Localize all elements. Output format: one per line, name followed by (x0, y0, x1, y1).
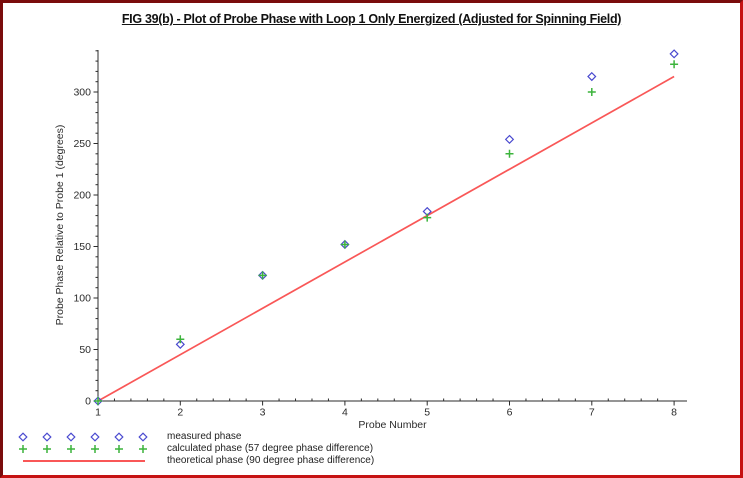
calculated-point (176, 335, 185, 344)
calculated-point (670, 60, 679, 69)
legend-plus-swatch (19, 445, 27, 453)
x-tick-label: 4 (342, 407, 348, 419)
legend-swatch-calculated (19, 445, 147, 453)
legend-diamond-swatch (66, 432, 76, 442)
y-axis-label: Probe Phase Relative to Probe 1 (degrees… (54, 124, 66, 326)
x-tick-label: 3 (260, 407, 266, 419)
legend-swatch-theoretical (23, 460, 145, 462)
y-tick-label: 50 (79, 344, 91, 356)
chart-title: FIG 39(b) - Plot of Probe Phase with Loo… (121, 12, 622, 26)
legend-plus-swatch (115, 445, 123, 453)
calculated-point (340, 240, 349, 249)
legend: measured phase calculated phase (57 degr… (14, 431, 374, 467)
legend-diamond-swatch (90, 432, 100, 442)
legend-label-theoretical: theoretical phase (90 degree phase diffe… (167, 455, 375, 466)
legend-row-calculated: calculated phase (57 degree phase differ… (14, 443, 374, 455)
y-tick-label: 150 (73, 241, 91, 253)
legend-diamond-swatch (114, 432, 124, 442)
calculated-point (258, 271, 267, 280)
theoretical-phase-line (97, 75, 675, 402)
calculated-point (94, 397, 102, 405)
measured-point (175, 339, 185, 349)
legend-diamond-swatch (18, 432, 28, 442)
legend-diamond-swatch (42, 432, 52, 442)
x-tick-label: 5 (424, 407, 430, 419)
calculated-point (505, 149, 514, 158)
x-tick-label: 2 (177, 407, 183, 419)
legend-label-calculated: calculated phase (57 degree phase differ… (167, 443, 374, 454)
measured-point (669, 49, 679, 59)
measured-point (504, 134, 515, 145)
legend-diamond-swatch (138, 432, 148, 442)
x-tick-label: 7 (589, 407, 595, 419)
legend-plus-swatch (91, 445, 99, 453)
calculated-point (587, 88, 596, 96)
y-tick-label: 200 (73, 190, 91, 202)
legend-plus-swatch (43, 445, 51, 453)
y-tick-label: 100 (73, 293, 91, 305)
y-tick-label: 300 (73, 87, 91, 99)
calculated-point (423, 213, 432, 222)
legend-label-measured: measured phase (167, 431, 242, 442)
measured-point (587, 71, 597, 82)
legend-row-theoretical: theoretical phase (90 degree phase diffe… (14, 455, 374, 467)
x-tick-label: 1 (95, 407, 101, 419)
x-tick-label: 8 (671, 407, 677, 419)
y-tick-label: 250 (73, 138, 91, 150)
legend-swatch-measured (18, 432, 148, 442)
x-tick-label: 6 (507, 407, 513, 419)
legend-plus-swatch (67, 445, 75, 453)
legend-row-measured: measured phase (14, 431, 374, 443)
x-axis-label: Probe Number (358, 419, 427, 431)
y-tick-label: 0 (85, 396, 91, 408)
legend-plus-swatch (139, 445, 147, 453)
